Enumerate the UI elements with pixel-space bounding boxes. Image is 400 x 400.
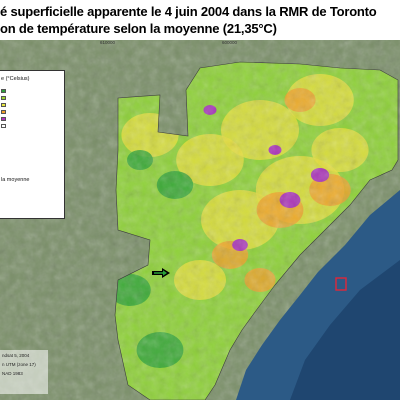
legend-swatch-1: [1, 89, 6, 93]
map-canvas[interactable]: [0, 40, 400, 400]
map-title-line-2: on de température selon la moyenne (21,3…: [0, 21, 277, 36]
extreme-hotspot-marker: [335, 277, 347, 291]
grid-label-right: 600000: [222, 40, 238, 45]
credits-panel: ndsat 5, 2004 n UTM (zone 17) NAD 1983: [0, 350, 48, 394]
legend-title: e (°Celsius): [1, 76, 30, 82]
legend-swatch-6: [1, 124, 6, 128]
credit-line-3: NAD 1983: [2, 371, 23, 376]
lake-ontario-deep: [290, 260, 400, 400]
grid-label-left: 610000: [100, 40, 116, 45]
study-area-outline: [114, 61, 399, 400]
credit-line-2: n UTM (zone 17): [2, 362, 36, 367]
arrow-marker-icon: [152, 268, 170, 278]
map-title-block: é superficielle apparente le 4 juin 2004…: [0, 0, 400, 40]
map-title-line-1: é superficielle apparente le 4 juin 2004…: [0, 4, 377, 19]
legend-swatch-2: [1, 96, 6, 100]
legend-swatch-3: [1, 103, 6, 107]
legend-panel: e (°Celsius) la moyenne: [0, 70, 65, 219]
map-svg: [0, 40, 400, 400]
legend-swatch-5: [1, 117, 6, 121]
credit-line-1: ndsat 5, 2004: [2, 353, 30, 358]
legend-mean-label: la moyenne: [1, 177, 30, 183]
legend-swatch-4: [1, 110, 6, 114]
